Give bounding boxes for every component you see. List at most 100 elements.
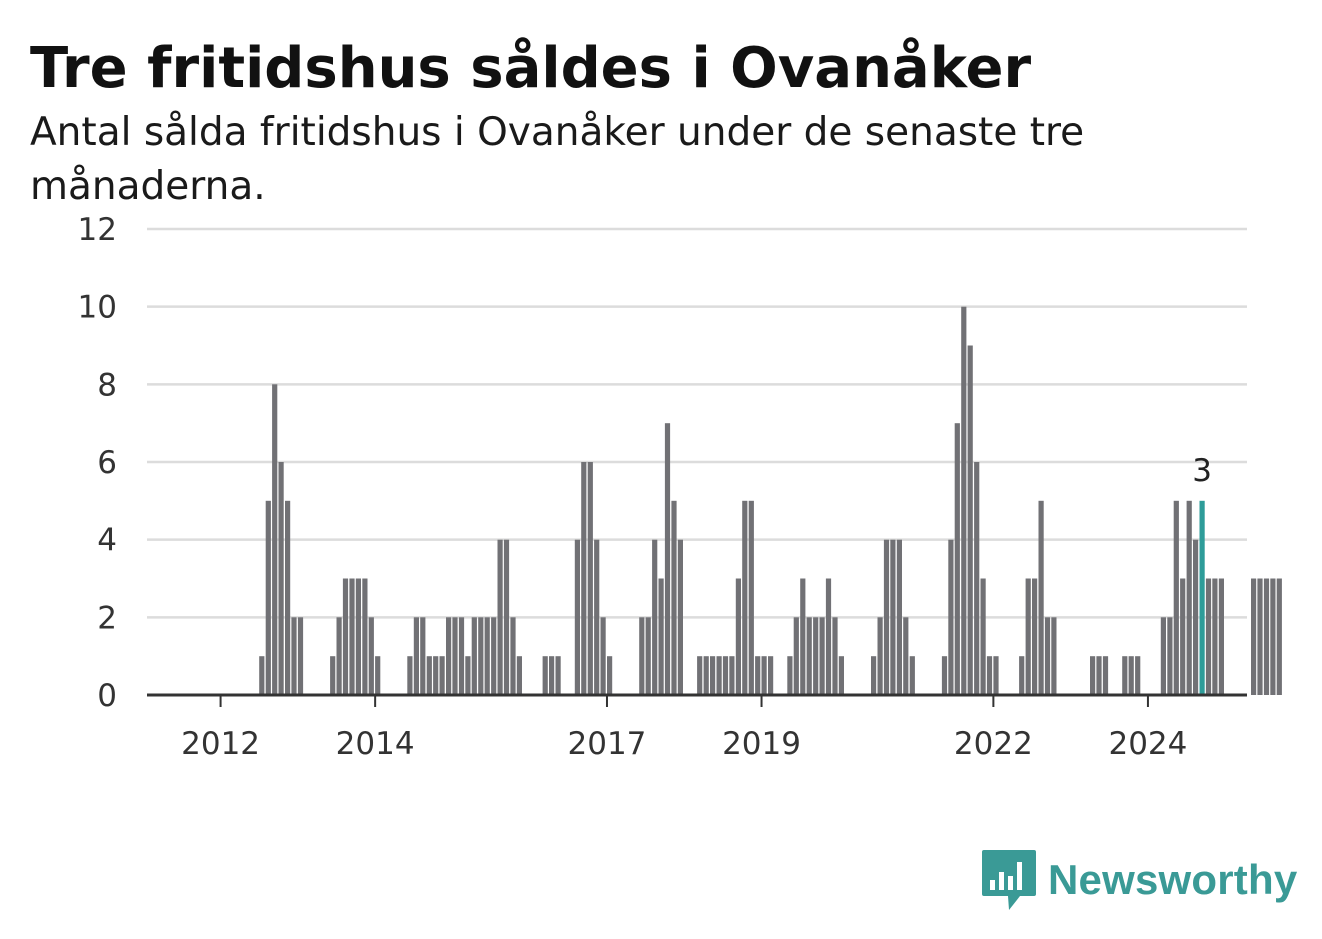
bar [278, 462, 284, 695]
bar [285, 500, 291, 695]
bar [510, 617, 516, 695]
bar [806, 617, 812, 695]
bar [349, 578, 355, 695]
bar [742, 500, 748, 695]
bar [342, 578, 349, 695]
bar [677, 539, 683, 695]
bar [652, 539, 658, 695]
bar [941, 656, 948, 695]
bar [1270, 578, 1276, 695]
bar [729, 656, 735, 695]
bar [838, 656, 844, 695]
bar [607, 656, 613, 695]
bar [1044, 617, 1051, 695]
bar [452, 617, 458, 695]
bar [1025, 578, 1031, 695]
bar [787, 656, 793, 695]
x-tick-label: 2017 [568, 726, 647, 762]
bar [1257, 578, 1263, 695]
bar [768, 656, 774, 695]
bar [581, 462, 587, 695]
bar [259, 656, 265, 695]
bar [974, 462, 980, 695]
bar [355, 578, 361, 695]
bar [735, 578, 741, 695]
bar [272, 384, 278, 695]
bar [793, 617, 799, 695]
bar [433, 656, 439, 695]
bar [368, 617, 374, 695]
bar [503, 539, 510, 695]
bar [639, 617, 645, 695]
bar [755, 656, 761, 695]
bar [1276, 578, 1282, 695]
bar [1051, 617, 1057, 695]
bar [265, 500, 271, 695]
bar [1102, 656, 1109, 695]
bar [748, 500, 754, 695]
bar [1128, 656, 1134, 695]
bar [761, 656, 767, 695]
y-tick-label: 6 [97, 445, 117, 481]
bar [986, 656, 993, 695]
bar [478, 617, 484, 695]
bar [574, 539, 580, 695]
x-tick-label: 2014 [336, 726, 415, 762]
bar [954, 423, 960, 695]
bar [549, 656, 555, 695]
bar [980, 578, 986, 695]
bar [291, 617, 297, 695]
bar [330, 656, 336, 695]
x-tick-label: 2024 [1108, 726, 1187, 762]
bar [458, 617, 465, 695]
bar [948, 539, 954, 695]
bar [471, 617, 477, 695]
y-tick-label: 10 [78, 290, 117, 326]
y-tick-label: 0 [97, 678, 117, 714]
bar [825, 578, 832, 695]
y-tick-label: 2 [97, 600, 117, 636]
bar [426, 656, 432, 695]
bar [516, 656, 522, 695]
bar [703, 656, 709, 695]
bar [465, 656, 471, 695]
y-tick-label: 4 [97, 523, 117, 559]
bar [883, 539, 890, 695]
newsworthy-logo-icon [982, 850, 1036, 910]
bar [362, 578, 368, 695]
bar [890, 539, 896, 695]
bar [1186, 500, 1192, 695]
bar [375, 656, 381, 695]
bar [697, 656, 703, 695]
last-value-label: 3 [1192, 453, 1212, 489]
bar [645, 617, 651, 695]
bar [722, 656, 729, 695]
bar [800, 578, 806, 695]
chart-title: Tre fritidshus såldes i Ovanåker [30, 36, 1032, 101]
bar [542, 656, 548, 695]
bar [896, 539, 902, 695]
bar [832, 617, 838, 695]
x-tick-label: 2019 [722, 726, 801, 762]
bar [903, 617, 909, 695]
bar [413, 617, 419, 695]
bar [813, 617, 819, 695]
bar [1205, 578, 1212, 695]
bar [336, 617, 342, 695]
bar [297, 617, 304, 695]
bar [555, 656, 561, 695]
bar [877, 617, 883, 695]
bar [716, 656, 722, 695]
bar [993, 656, 999, 695]
bar [1193, 539, 1199, 695]
y-tick-label: 8 [97, 367, 117, 403]
bar [1173, 500, 1179, 695]
bar [1167, 617, 1173, 695]
bar [1038, 500, 1044, 695]
bar [710, 656, 716, 695]
bar [1212, 578, 1218, 695]
chart-subtitle: Antal sålda fritidshus i Ovanåker under … [30, 110, 1085, 209]
x-tick-label: 2012 [181, 726, 260, 762]
bar [1160, 617, 1166, 695]
bar [439, 656, 445, 695]
